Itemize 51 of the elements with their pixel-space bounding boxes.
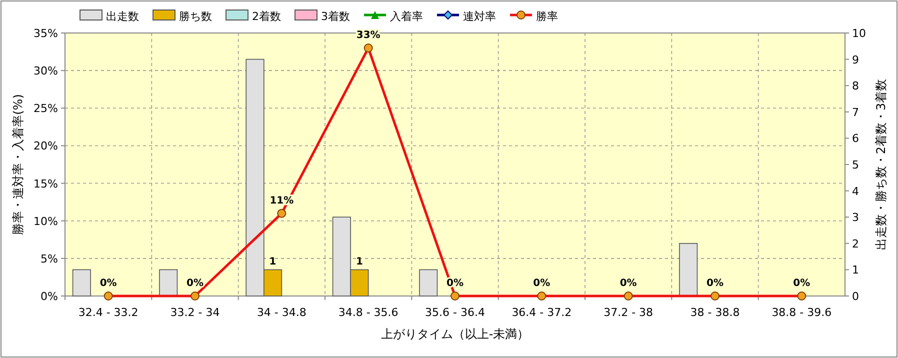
y2-tick-label: 0 bbox=[852, 290, 859, 303]
y-tick-label: 35% bbox=[34, 27, 58, 40]
y2-tick-label: 10 bbox=[852, 27, 866, 40]
data-label: 0% bbox=[620, 278, 637, 289]
x-tick-label: 34 - 34.8 bbox=[256, 306, 306, 319]
x-tick-label: 37.2 - 38 bbox=[604, 306, 654, 319]
data-label: 0% bbox=[793, 278, 810, 289]
y2-tick-label: 2 bbox=[852, 237, 859, 250]
x-tick-label: 34.8 - 35.6 bbox=[338, 306, 398, 319]
y-tick-label: 20% bbox=[34, 140, 58, 153]
x-tick-label: 32.4 - 33.2 bbox=[78, 306, 138, 319]
y2-tick-label: 7 bbox=[852, 106, 859, 119]
x-tick-label: 36.4 - 37.2 bbox=[512, 306, 572, 319]
data-label: 0% bbox=[706, 278, 724, 289]
y2-tick-label: 9 bbox=[852, 53, 859, 66]
data-label: 0% bbox=[533, 278, 550, 289]
legend-label: 3着数 bbox=[321, 10, 350, 23]
x-tick-label: 38.8 - 39.6 bbox=[772, 306, 832, 319]
legend-label: 出走数 bbox=[106, 10, 139, 23]
y-tick-label: 30% bbox=[34, 64, 58, 78]
bar bbox=[159, 269, 178, 296]
x-axis-title: 上がりタイム（以上-未満） bbox=[380, 327, 530, 341]
y-tick-label: 10% bbox=[34, 214, 58, 228]
y2-tick-label: 8 bbox=[852, 80, 859, 93]
bar bbox=[72, 269, 91, 296]
y-tick-label: 5% bbox=[40, 252, 58, 266]
bar bbox=[679, 243, 698, 296]
y2-tick-label: 3 bbox=[852, 211, 859, 224]
x-tick-label: 33.2 - 34 bbox=[170, 306, 220, 319]
legend-label: 入着率 bbox=[390, 10, 423, 23]
y-axis-title: 勝率・連対率・入着率(%) bbox=[11, 94, 25, 235]
data-label: 1 bbox=[356, 256, 363, 268]
data-label: 0% bbox=[186, 278, 204, 289]
y-tick-label: 25% bbox=[34, 102, 58, 116]
y-tick-label: 15% bbox=[34, 177, 58, 190]
x-tick-label: 35.6 - 36.4 bbox=[425, 306, 485, 319]
legend-label: 勝率 bbox=[536, 10, 558, 23]
data-label: 1 bbox=[269, 256, 276, 268]
bar bbox=[419, 269, 438, 296]
legend-label: 2着数 bbox=[252, 10, 281, 23]
legend-label: 勝ち数 bbox=[179, 10, 212, 23]
data-label: 0% bbox=[100, 278, 117, 289]
y2-tick-label: 5 bbox=[852, 158, 859, 172]
legend-label: 連対率 bbox=[463, 10, 496, 23]
y-tick-label: 0% bbox=[40, 290, 58, 303]
x-tick-label: 38 - 38.8 bbox=[690, 306, 740, 319]
y2-tick-label: 4 bbox=[852, 184, 859, 198]
data-label: 33% bbox=[356, 30, 380, 42]
y2-tick-label: 1 bbox=[852, 264, 859, 277]
y2-tick-label: 6 bbox=[852, 132, 859, 146]
y2-axis-title: 出走数・勝ち数・2着数・3着数 bbox=[874, 78, 888, 250]
